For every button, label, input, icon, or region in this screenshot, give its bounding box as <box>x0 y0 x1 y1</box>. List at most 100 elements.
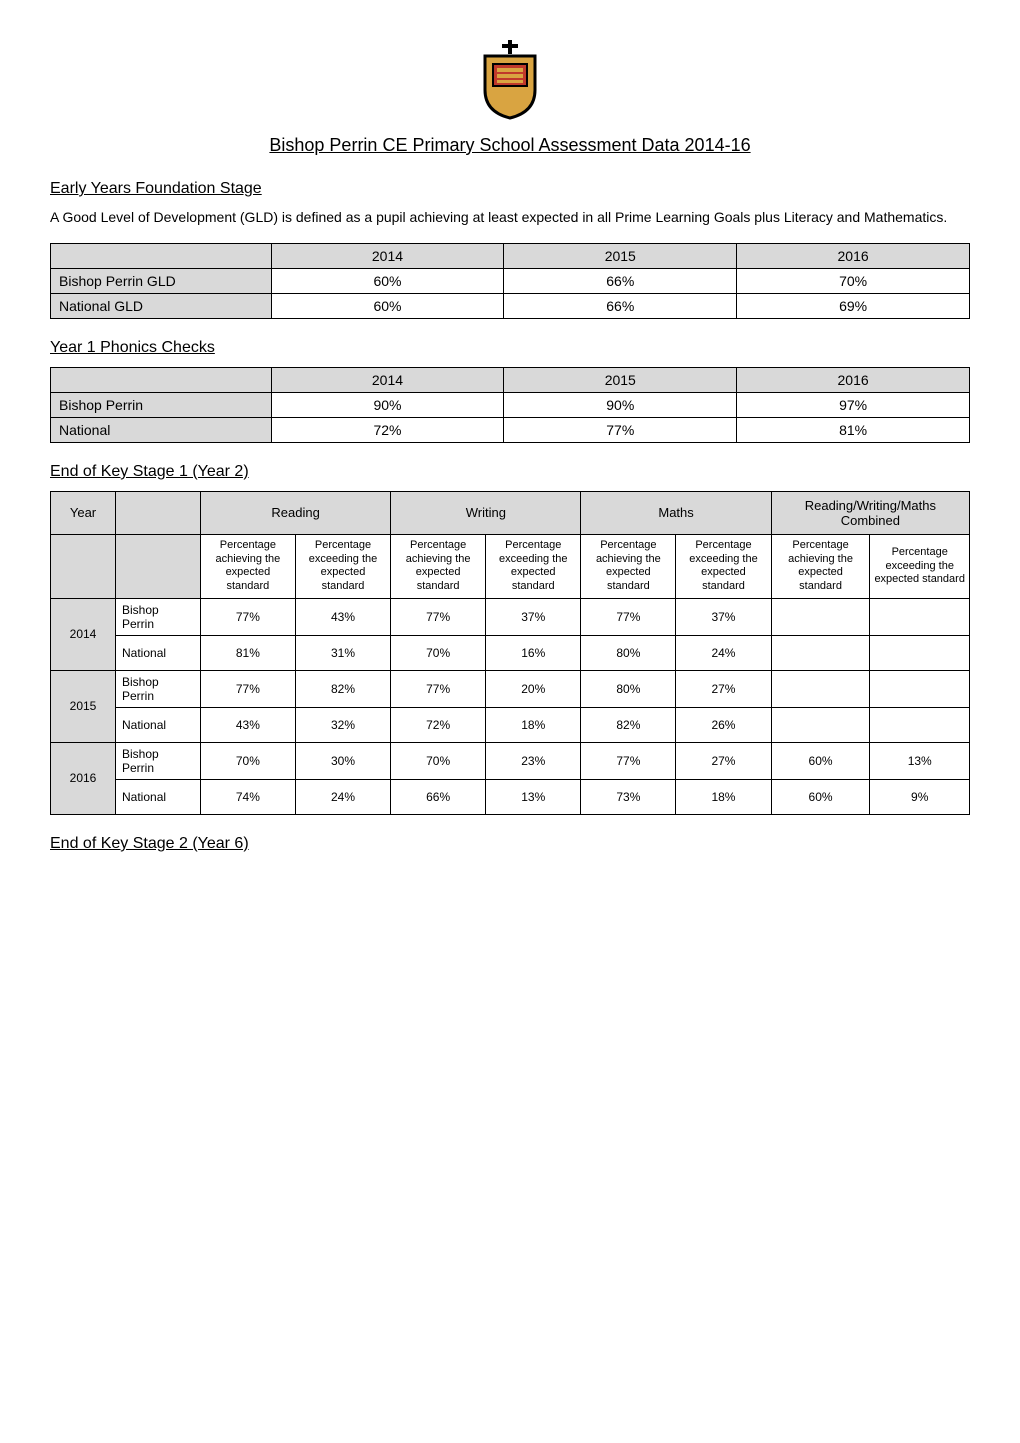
eyfs-intro-text: A Good Level of Development (GLD) is def… <box>50 208 970 227</box>
cell-value: 70% <box>201 742 296 779</box>
ks1-subheader-achieve: Percentage achieving the expected standa… <box>391 534 486 598</box>
page-title: Bishop Perrin CE Primary School Assessme… <box>50 135 970 156</box>
ks1-subheader-achieve: Percentage achieving the expected standa… <box>581 534 676 598</box>
cell-value <box>870 670 970 707</box>
phonics-year-header: 2016 <box>737 367 970 392</box>
cell-value: 70% <box>391 742 486 779</box>
cell-value: 60% <box>771 742 870 779</box>
ks1-year-header: Year <box>51 491 116 534</box>
cell-value: 16% <box>486 635 581 670</box>
cell-value: 77% <box>201 670 296 707</box>
ks1-subheader-exceed: Percentage exceeding the expected standa… <box>486 534 581 598</box>
cell-value: 66% <box>504 268 737 293</box>
cell-value: 80% <box>581 635 676 670</box>
ks1-subject-header: Maths <box>581 491 771 534</box>
ks1-subheader-exceed: Percentage exceeding the expected standa… <box>870 534 970 598</box>
cell-value: 74% <box>201 779 296 814</box>
cell-value: 70% <box>737 268 970 293</box>
ks1-who-cell: Bishop Perrin <box>116 742 201 779</box>
cell-value <box>771 598 870 635</box>
ks1-blank-header <box>116 491 201 534</box>
eyfs-year-header: 2015 <box>504 243 737 268</box>
ks1-year-cell: 2014 <box>51 598 116 670</box>
ks1-who-cell: Bishop Perrin <box>116 670 201 707</box>
ks1-year-cell: 2016 <box>51 742 116 814</box>
section-heading-phonics: Year 1 Phonics Checks <box>50 339 970 357</box>
cell-value: 24% <box>676 635 771 670</box>
cell-value: 81% <box>201 635 296 670</box>
eyfs-blank-header <box>51 243 272 268</box>
table-row: National81%31%70%16%80%24% <box>51 635 970 670</box>
cell-value: 82% <box>295 670 390 707</box>
cell-value: 77% <box>201 598 296 635</box>
cell-value: 90% <box>271 392 504 417</box>
table-row: National GLD 60% 66% 69% <box>51 293 970 318</box>
row-label: National <box>51 417 272 442</box>
cell-value: 43% <box>295 598 390 635</box>
cell-value: 80% <box>581 670 676 707</box>
ks1-blank-subheader <box>51 534 116 598</box>
cell-value: 77% <box>391 598 486 635</box>
cell-value: 24% <box>295 779 390 814</box>
cell-value: 32% <box>295 707 390 742</box>
cell-value <box>771 670 870 707</box>
cell-value: 20% <box>486 670 581 707</box>
cell-value: 13% <box>870 742 970 779</box>
logo-container <box>50 40 970 123</box>
ks1-subject-header: Reading/Writing/Maths Combined <box>771 491 969 534</box>
section-heading-ks2: End of Key Stage 2 (Year 6) <box>50 835 970 853</box>
ks1-table: Year Reading Writing Maths Reading/Writi… <box>50 491 970 815</box>
cell-value: 72% <box>271 417 504 442</box>
cell-value <box>870 635 970 670</box>
table-row: 2015Bishop Perrin77%82%77%20%80%27% <box>51 670 970 707</box>
cell-value: 77% <box>581 742 676 779</box>
cell-value: 77% <box>504 417 737 442</box>
cell-value <box>771 635 870 670</box>
eyfs-table: 2014 2015 2016 Bishop Perrin GLD 60% 66%… <box>50 243 970 319</box>
cell-value: 69% <box>737 293 970 318</box>
row-label: Bishop Perrin GLD <box>51 268 272 293</box>
ks1-blank-subheader <box>116 534 201 598</box>
cell-value: 97% <box>737 392 970 417</box>
cell-value <box>870 707 970 742</box>
ks1-subject-header: Reading <box>201 491 391 534</box>
table-row: 2016Bishop Perrin70%30%70%23%77%27%60%13… <box>51 742 970 779</box>
eyfs-year-header: 2016 <box>737 243 970 268</box>
cell-value: 60% <box>771 779 870 814</box>
cell-value: 82% <box>581 707 676 742</box>
cell-value: 77% <box>581 598 676 635</box>
row-label: Bishop Perrin <box>51 392 272 417</box>
ks1-subheader-exceed: Percentage exceeding the expected standa… <box>676 534 771 598</box>
cell-value: 60% <box>271 268 504 293</box>
cell-value: 26% <box>676 707 771 742</box>
table-row: 2014Bishop Perrin77%43%77%37%77%37% <box>51 598 970 635</box>
cell-value: 72% <box>391 707 486 742</box>
ks1-subject-header: Writing <box>391 491 581 534</box>
cell-value: 13% <box>486 779 581 814</box>
cell-value: 27% <box>676 670 771 707</box>
cell-value: 70% <box>391 635 486 670</box>
ks1-subheader-achieve: Percentage achieving the expected standa… <box>771 534 870 598</box>
ks1-year-cell: 2015 <box>51 670 116 742</box>
phonics-blank-header <box>51 367 272 392</box>
ks1-who-cell: National <box>116 707 201 742</box>
table-row: National 72% 77% 81% <box>51 417 970 442</box>
table-row: National43%32%72%18%82%26% <box>51 707 970 742</box>
cell-value: 81% <box>737 417 970 442</box>
cell-value: 31% <box>295 635 390 670</box>
ks1-subheader-exceed: Percentage exceeding the expected standa… <box>295 534 390 598</box>
phonics-year-header: 2014 <box>271 367 504 392</box>
ks1-subheader-achieve: Percentage achieving the expected standa… <box>201 534 296 598</box>
section-heading-ks1: End of Key Stage 1 (Year 2) <box>50 463 970 481</box>
phonics-table: 2014 2015 2016 Bishop Perrin 90% 90% 97%… <box>50 367 970 443</box>
ks1-who-cell: National <box>116 635 201 670</box>
phonics-year-header: 2015 <box>504 367 737 392</box>
table-row: Bishop Perrin GLD 60% 66% 70% <box>51 268 970 293</box>
table-row: Bishop Perrin 90% 90% 97% <box>51 392 970 417</box>
cell-value: 9% <box>870 779 970 814</box>
cell-value: 73% <box>581 779 676 814</box>
cell-value: 43% <box>201 707 296 742</box>
school-crest-icon <box>475 40 545 123</box>
cell-value <box>771 707 870 742</box>
cell-value: 37% <box>486 598 581 635</box>
